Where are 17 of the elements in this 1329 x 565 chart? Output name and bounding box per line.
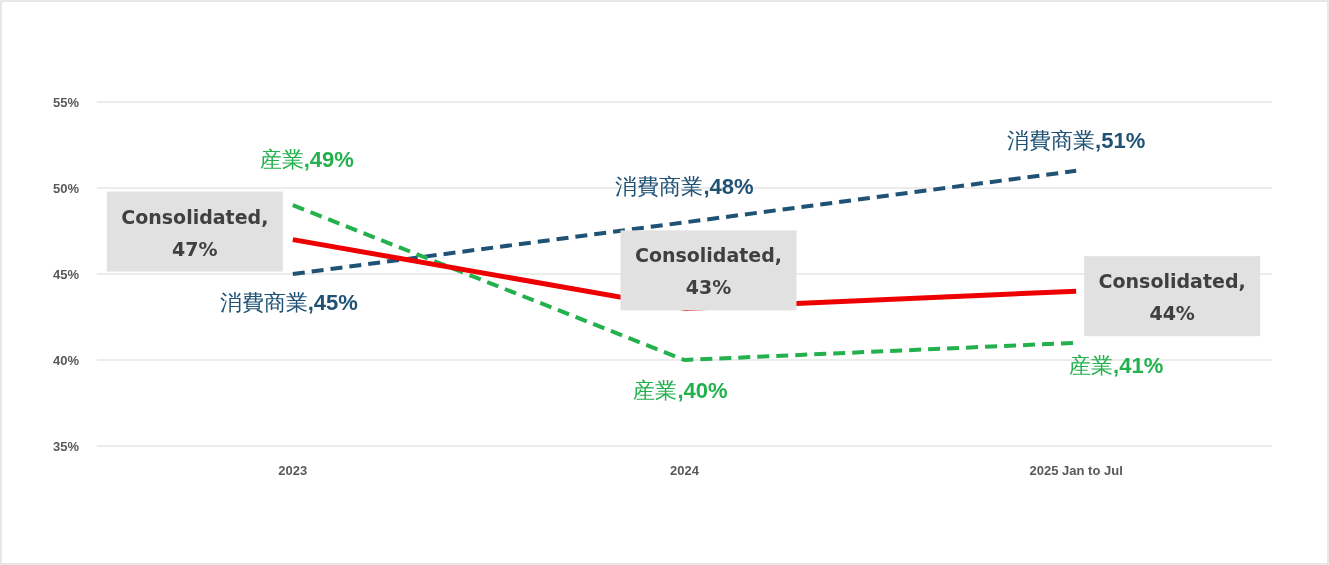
data-label: 消費商業,51% <box>1007 127 1146 153</box>
y-tick-label: 45% <box>52 267 80 282</box>
y-tick-label: 55% <box>52 95 80 110</box>
x-tick-label: 2024 <box>670 463 700 478</box>
data-label: 産業,41% <box>1069 352 1164 378</box>
x-tick-label: 2025 Jan to Jul <box>1029 463 1123 478</box>
data-label: 消費商業,48% <box>615 174 754 200</box>
data-label: 産業,49% <box>259 147 354 173</box>
y-tick-label: 40% <box>52 353 80 368</box>
data-label: 消費商業,45% <box>219 290 358 315</box>
y-tick-label: 35% <box>52 439 80 454</box>
data-label: Consolidated, 47% <box>121 205 269 260</box>
data-label: Consolidated, 43% <box>634 244 783 299</box>
y-tick-label: 50% <box>52 181 80 196</box>
data-label: Consolidated, 44% <box>1098 270 1246 325</box>
data-label: 産業,40% <box>633 378 728 403</box>
x-tick-label: 2023 <box>278 463 308 478</box>
